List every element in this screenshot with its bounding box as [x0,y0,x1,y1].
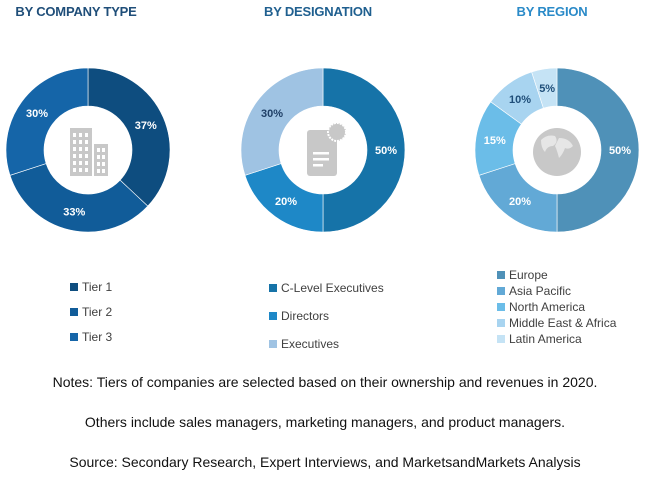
data-label-europe: 50% [609,145,631,157]
legend-label: Latin America [509,332,582,346]
legend-designation: C-Level Executives Directors Executives [269,274,384,358]
legend-label: Tier 3 [82,329,113,344]
legend-swatch [269,284,277,292]
legend-item-c-level-executives: C-Level Executives [269,274,384,302]
legend-item-executives: Executives [269,330,384,358]
legend-swatch [269,312,277,320]
building-icon [70,128,108,176]
globe-icon [533,128,581,176]
data-label-c-level-executives: 50% [375,145,397,157]
legend-item-tier-3: Tier 3 [70,324,112,349]
data-label-tier-3: 30% [26,108,48,120]
legend-swatch [269,340,277,348]
donut-company-type: 37% 33% 30% [5,67,171,233]
data-label-directors: 20% [275,196,297,208]
legend-swatch [497,287,505,295]
legend-label: North America [509,300,586,314]
notes-text: Notes: Tiers of companies are selected b… [52,374,598,390]
slice-tier-2 [9,163,149,233]
chart-title-region: BY REGION [516,4,588,19]
data-label-tier-1: 37% [135,120,157,132]
legend-swatch [497,335,505,343]
slice-c-level-executives [322,67,406,233]
chart-title-designation: BY DESIGNATION [264,4,372,19]
donut-designation: 50% 20% 30% [240,67,406,233]
legend-label: Executives [281,337,340,351]
slice-tier-3 [5,67,89,176]
data-label-latin-america: 5% [539,83,555,95]
legend-label: C-Level Executives [281,281,384,295]
legend-item-latin-america: Latin America [497,331,616,347]
legend-label: Middle East & Africa [509,316,617,330]
data-label-middle-east-and-africa: 10% [509,94,531,106]
legend-item-directors: Directors [269,302,384,330]
legend-label: Europe [509,268,548,282]
legend-label: Asia Pacific [509,284,572,298]
legend-label: Directors [281,309,330,323]
legend-item-asia-pacific: Asia Pacific [497,283,616,299]
legend-region: Europe Asia Pacific North America Middle Ea… [497,267,616,347]
legend-swatch [70,282,78,291]
slice-europe [556,67,640,233]
others-text: Others include sales managers, marketing… [84,414,566,430]
legend-item-europe: Europe [497,267,616,283]
legend-company-type: Tier 1 Tier 2 Tier 3 [70,274,112,349]
source-text: Source: Secondary Research, Expert Inter… [69,454,581,470]
data-label-executives: 30% [261,108,283,120]
legend-item-tier-2: Tier 2 [70,299,112,324]
legend-item-north-america: North America [497,299,616,315]
legend-label: Tier 1 [82,279,113,294]
legend-swatch [497,303,505,311]
legend-label: Tier 2 [82,304,113,319]
donut-region: 50% 20% 15% 10% 5% [474,67,640,233]
legend-swatch [70,332,78,341]
legend-item-tier-1: Tier 1 [70,274,112,299]
certificate-document-icon [307,122,347,176]
legend-swatch [497,319,505,327]
legend-swatch [70,307,78,316]
legend-item-middle-east-and-africa: Middle East & Africa [497,315,616,331]
data-label-asia-pacific: 20% [509,196,531,208]
slice-tier-1 [87,67,171,207]
slice-executives [240,67,324,176]
slice-latin-america [531,67,558,109]
data-label-tier-2: 33% [63,206,85,218]
legend-swatch [497,271,505,279]
chart-title-company-type: BY COMPANY TYPE [15,4,137,19]
data-label-north-america: 15% [484,135,506,147]
